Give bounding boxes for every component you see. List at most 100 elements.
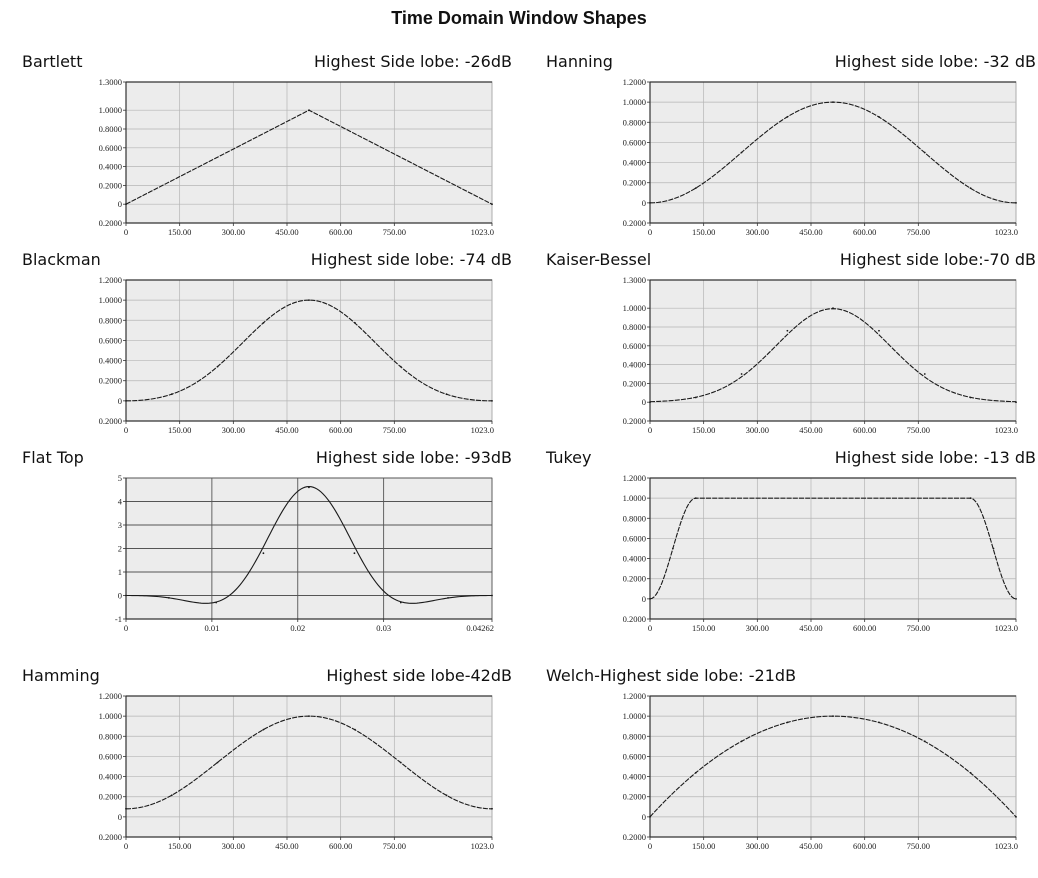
data-point	[491, 399, 493, 402]
x-tick-label: 750.00	[907, 425, 930, 435]
y-tick-label: 4	[118, 497, 123, 507]
data-point	[491, 203, 493, 206]
x-tick-label: 300.00	[746, 623, 769, 633]
y-tick-label: 0.6000	[99, 143, 122, 153]
data-point	[1015, 597, 1017, 600]
y-tick-label: 0.2000	[623, 178, 646, 188]
y-tick-label: 0.2000	[99, 180, 122, 190]
x-tick-label: 750.00	[907, 623, 930, 633]
x-tick-label: 300.00	[746, 227, 769, 237]
y-tick-label: 0.2000	[623, 574, 646, 584]
x-tick-label: 0	[124, 623, 128, 633]
y-tick-label: 0.4000	[99, 162, 122, 172]
page-title: Time Domain Window Shapes	[391, 8, 647, 28]
sidelobe-label: Highest side lobe: -13 dB	[834, 448, 1036, 467]
y-tick-label: 0.8000	[623, 731, 646, 741]
data-point	[308, 109, 310, 112]
sidelobe-label: Highest side lobe: -32 dB	[834, 52, 1036, 71]
x-tick-label: 750.00	[383, 425, 406, 435]
x-tick-label: 450.00	[799, 425, 822, 435]
chart-svg: 0.200000.20000.40000.60000.80001.00001.3…	[623, 276, 1018, 435]
x-tick-label: 600.00	[329, 841, 352, 851]
chart-svg: 0.200000.20000.40000.60000.80001.00001.2…	[99, 276, 494, 435]
y-tick-label: 0	[118, 812, 122, 822]
data-point	[1015, 201, 1017, 204]
y-tick-label: 0.2000	[99, 792, 122, 802]
y-tick-label: 0.4000	[99, 356, 122, 366]
data-point	[649, 597, 651, 600]
data-point	[878, 329, 880, 332]
data-point	[399, 601, 402, 604]
data-point	[786, 721, 789, 724]
plot-background	[125, 279, 493, 422]
data-point	[649, 815, 651, 818]
y-tick-label: 2	[118, 544, 122, 554]
data-point	[694, 396, 697, 399]
y-tick-label: 0.2000	[99, 218, 122, 228]
y-tick-label: 0.8000	[99, 731, 122, 741]
data-point	[671, 547, 674, 550]
data-point	[740, 151, 743, 154]
y-tick-label: 0.2000	[623, 614, 646, 624]
data-point	[740, 373, 743, 375]
y-tick-label: 0.6000	[623, 137, 646, 147]
data-point	[969, 187, 972, 190]
data-point	[992, 547, 995, 550]
plot-area: 0.2000 0 0.2000 0.4000 0.6000 0.8000 1.0000 1.2…	[598, 692, 1023, 864]
x-tick-label: 300.00	[746, 841, 769, 851]
data-point	[491, 807, 493, 810]
y-tick-label: 0	[642, 198, 646, 208]
panel-name: Welch-Highest side lobe: -21dB	[546, 666, 797, 685]
panel-name: Tukey	[546, 448, 592, 467]
y-tick-label: 1	[118, 567, 122, 577]
x-tick-label: 0.03	[376, 623, 391, 633]
panel-name: Bartlett	[22, 52, 83, 71]
data-point	[923, 151, 926, 154]
data-point	[969, 771, 972, 774]
plot-background	[649, 279, 1017, 422]
x-tick-label: 450.00	[275, 425, 298, 435]
y-tick-label: 0.2000	[623, 792, 646, 802]
x-tick-label: 1023.0	[995, 841, 1018, 851]
panel-name: Blackman	[22, 250, 101, 269]
y-tick-label: 5	[118, 474, 122, 483]
y-tick-label: 1.0000	[623, 711, 646, 721]
data-point	[923, 373, 926, 375]
y-tick-label: -1	[115, 614, 122, 624]
y-tick-label: 1.0000	[623, 493, 646, 503]
x-tick-label: 600.00	[329, 227, 352, 237]
data-point	[216, 761, 219, 764]
data-point	[445, 393, 448, 396]
y-tick-label: 0.6000	[623, 341, 646, 351]
y-tick-label: 0.2000	[623, 832, 646, 842]
plot-area: 0.2000 0 0.2000 0.4000 0.6000 0.8000 1.0000 1.2…	[598, 78, 1023, 250]
x-tick-label: 300.00	[222, 227, 245, 237]
y-tick-label: 1.0000	[623, 97, 646, 107]
plot-background	[649, 477, 1017, 620]
y-tick-label: 1.0000	[99, 105, 122, 115]
data-point	[832, 715, 834, 718]
plot-background	[649, 81, 1017, 224]
plot-background	[649, 695, 1017, 838]
data-point	[308, 299, 310, 302]
y-tick-label: 0.2000	[623, 218, 646, 228]
y-tick-label: 0.8000	[99, 124, 122, 134]
x-tick-label: 1023.0	[471, 841, 494, 851]
gridlines	[125, 695, 493, 838]
y-tick-label: 0.4000	[623, 158, 646, 168]
x-tick-label: 300.00	[746, 425, 769, 435]
data-point	[125, 399, 127, 402]
data-point	[1015, 815, 1017, 818]
x-tick-label: 0	[648, 227, 652, 237]
x-tick-label: 750.00	[907, 841, 930, 851]
x-tick-label: 1023.0	[471, 425, 494, 435]
data-point	[491, 594, 493, 597]
data-point	[878, 115, 880, 118]
sidelobe-label: Highest side lobe: -93dB	[315, 448, 512, 467]
x-tick-label: 0	[124, 425, 128, 435]
y-tick-label: 1.2000	[623, 78, 646, 87]
data-point	[447, 596, 449, 599]
data-point	[308, 486, 310, 489]
panel-name: Hanning	[546, 52, 613, 71]
sidelobe-label: Highest Side lobe: -26dB	[314, 52, 512, 71]
